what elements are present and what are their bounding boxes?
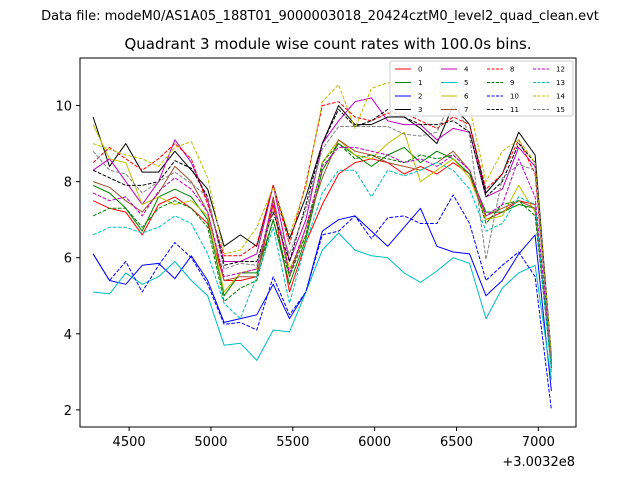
series-line-12 [92, 146, 552, 361]
series-line-8 [92, 101, 552, 357]
legend-label: 3 [418, 106, 422, 114]
legend-label: 6 [464, 93, 469, 101]
x-tick-label: 5000 [194, 435, 227, 450]
legend-label: 13 [556, 79, 565, 87]
legend-label: 7 [464, 106, 468, 114]
legend-label: 2 [418, 93, 422, 101]
legend-box [389, 60, 574, 117]
legend-label: 10 [510, 93, 519, 101]
legend-label: 15 [556, 106, 565, 114]
x-tick-label: 4500 [113, 435, 146, 450]
x-tick-label: 7000 [522, 435, 555, 450]
legend-label: 9 [510, 79, 514, 87]
y-tick-label: 6 [64, 252, 72, 267]
legend-label: 11 [510, 106, 519, 114]
y-tick-label: 10 [55, 100, 72, 115]
series-line-9 [92, 143, 552, 369]
legend-label: 0 [418, 66, 422, 74]
x-axis: 4500 5000 5500 6000 6500 7000 [113, 427, 555, 450]
y-tick-label: 8 [64, 176, 72, 191]
y-tick-label: 4 [64, 328, 72, 343]
series-line-14 [92, 82, 552, 357]
legend-label: 12 [556, 66, 565, 74]
legend-label: 1 [418, 79, 422, 87]
x-axis-offset-label: +3.0032e8 [502, 455, 575, 470]
x-tick-label: 6500 [440, 435, 473, 450]
series-layer [92, 82, 552, 410]
series-line-11 [92, 108, 552, 357]
series-line-5 [93, 232, 552, 380]
legend-label: 8 [510, 66, 514, 74]
series-line-15 [92, 95, 552, 363]
figure-suptitle: Data file: modeM0/AS1A05_188T01_90000030… [41, 9, 599, 24]
series-line-0 [92, 158, 552, 369]
x-tick-label: 5500 [276, 435, 309, 450]
legend-label: 4 [464, 66, 469, 74]
legend-label: 5 [464, 79, 468, 87]
y-axis: 2 4 6 8 10 [55, 100, 80, 419]
chart-title: Quadrant 3 module wise count rates with … [124, 35, 531, 53]
series-line-13 [92, 162, 552, 372]
plot-frame [79, 57, 577, 428]
x-tick-label: 6000 [358, 435, 391, 450]
legend-label: 14 [556, 93, 565, 101]
series-line-10 [92, 194, 552, 410]
y-tick-label: 2 [64, 404, 72, 419]
series-line-6 [92, 124, 552, 365]
series-line-2 [92, 207, 552, 391]
